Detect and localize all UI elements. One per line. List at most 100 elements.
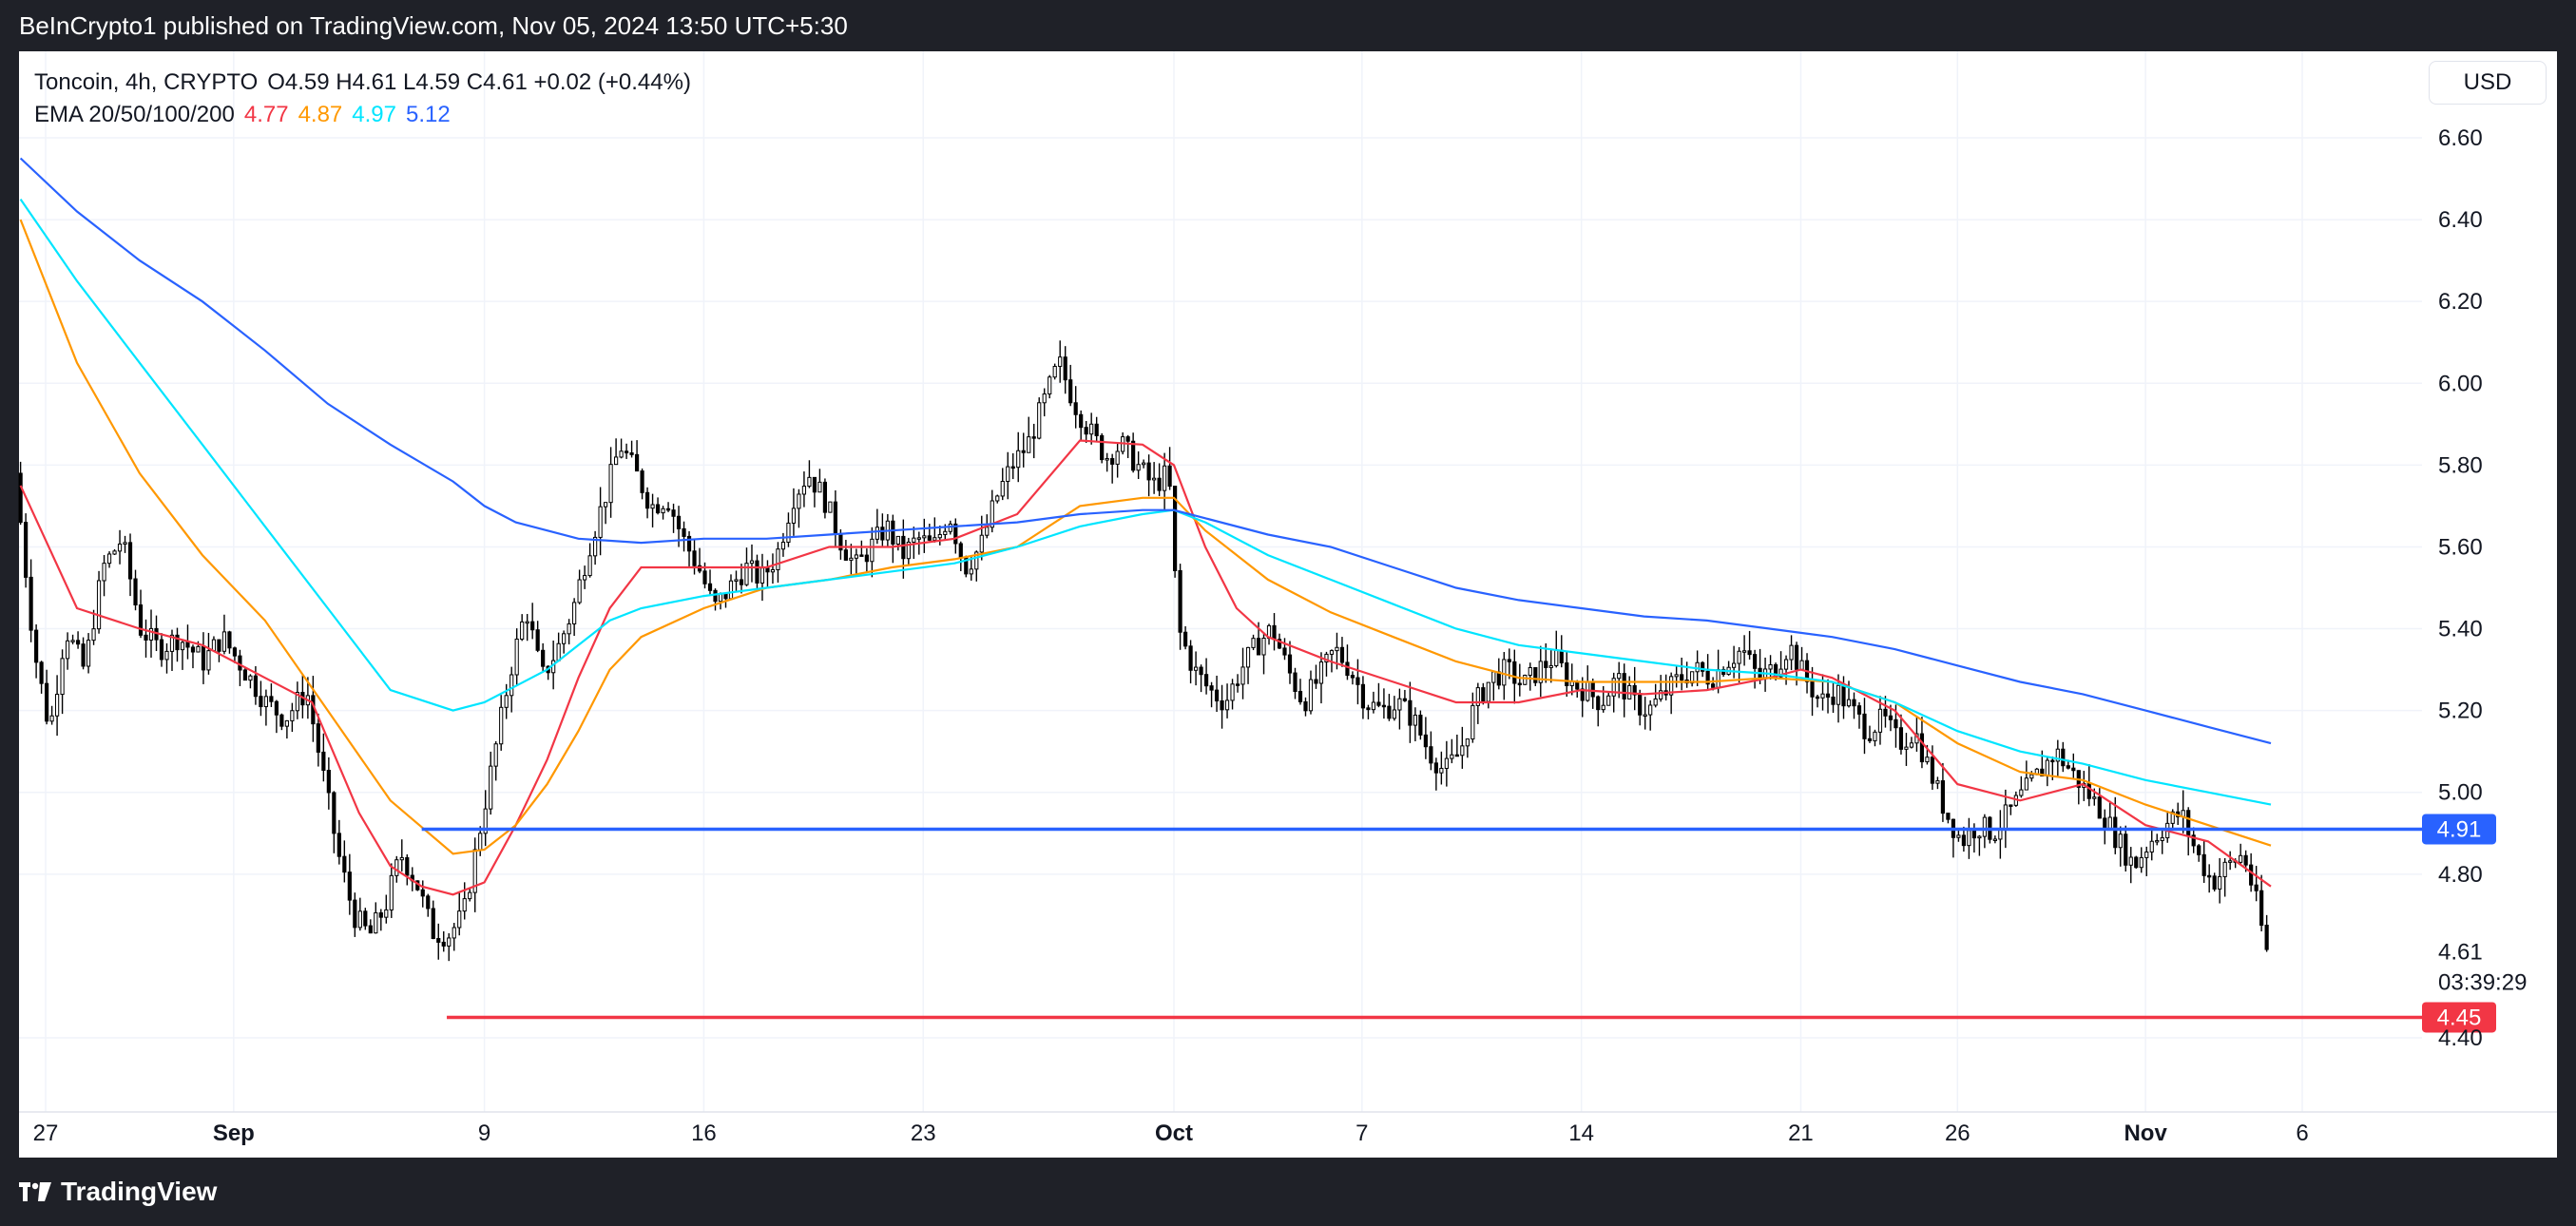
candle (279, 713, 284, 731)
candle (221, 614, 227, 655)
candle (1324, 651, 1329, 677)
candle (1224, 683, 1230, 718)
x-tick-label: 16 (691, 1121, 717, 1146)
candle (1935, 776, 1940, 790)
candle (937, 525, 942, 546)
candle (1783, 655, 1789, 685)
chart-panel[interactable] (19, 51, 2557, 1158)
candle (472, 837, 477, 912)
candle (1502, 652, 1507, 700)
candle (190, 644, 196, 669)
tradingview-logo[interactable]: TradingView (19, 1175, 217, 1209)
candle (833, 489, 837, 547)
candle (520, 614, 525, 642)
y-tick-label: 5.80 (2438, 452, 2483, 478)
candle (24, 513, 29, 588)
candle (2040, 750, 2045, 776)
candle (2207, 864, 2212, 893)
symbol-label: Toncoin, 4h, CRYPTO (34, 69, 259, 95)
candle (1397, 688, 1402, 730)
candle (1643, 697, 1647, 730)
ema-line-ema200 (19, 157, 2272, 745)
candle (201, 632, 206, 684)
candle (2086, 763, 2091, 807)
candle (2155, 833, 2160, 846)
bar-countdown-label: 03:39:29 (2438, 970, 2527, 996)
candle (1006, 451, 1010, 500)
candle (1565, 650, 1569, 698)
candle (1544, 642, 1548, 683)
candle (1507, 648, 1511, 680)
candle (39, 661, 44, 694)
candle (1465, 738, 1470, 758)
y-tick-label: 6.20 (2438, 289, 2483, 315)
level-badge-low: 4.45 (2422, 1002, 2496, 1033)
candle (749, 544, 755, 583)
candle (593, 530, 598, 565)
candles (18, 340, 2269, 962)
candle (1084, 421, 1088, 443)
brand-name: TradingView (61, 1177, 218, 1206)
time-axis: 27 Sep 9 16 23 Oct 7 14 21 26 Nov 6 (33, 1121, 2309, 1146)
candle (713, 588, 718, 611)
candle (1339, 637, 1345, 667)
candle (389, 863, 394, 918)
candle (374, 902, 378, 934)
candle (1596, 695, 1601, 727)
candle (953, 518, 958, 554)
candle (1606, 691, 1611, 706)
candle (2186, 807, 2191, 856)
candle (817, 469, 822, 493)
candle (159, 633, 164, 667)
candle (1027, 416, 1031, 453)
candle (995, 494, 1000, 504)
candle (697, 547, 702, 574)
y-tick-label: 4.80 (2438, 862, 2483, 888)
candle (843, 540, 848, 562)
candle (2139, 847, 2143, 873)
candle (34, 623, 39, 679)
candle (958, 541, 963, 571)
currency-button[interactable]: USD (2429, 61, 2547, 105)
x-tick-label: 21 (1788, 1121, 1814, 1146)
candle (686, 531, 692, 567)
candle (290, 702, 295, 733)
candle (1898, 714, 1904, 755)
x-tick-label: Oct (1155, 1121, 1193, 1146)
candle (1048, 374, 1052, 399)
candle (791, 488, 797, 536)
candle (332, 791, 336, 853)
candle (1663, 674, 1668, 700)
candle (106, 551, 112, 568)
candle (269, 683, 274, 707)
candle (1627, 676, 1632, 699)
candle (123, 535, 127, 553)
candle (1674, 666, 1679, 688)
candle (1387, 694, 1392, 721)
candle (1491, 671, 1496, 701)
candle (1366, 704, 1371, 719)
candle (2228, 851, 2233, 871)
candle (1089, 412, 1094, 445)
candle (378, 909, 383, 931)
candle (263, 689, 269, 726)
candle (1010, 452, 1015, 480)
candle (665, 502, 671, 512)
candle (1298, 679, 1303, 705)
candle (786, 512, 791, 547)
candle (1680, 657, 1684, 691)
candle (608, 447, 613, 518)
candle (1282, 638, 1287, 661)
candle (604, 502, 608, 525)
y-tick-label: 5.40 (2438, 617, 2483, 642)
price-axis: 6.60 6.40 6.20 6.00 5.80 5.60 5.40 5.20 5.00 4.80… (2438, 125, 2527, 1051)
candle (556, 632, 561, 662)
low-label: L (403, 69, 416, 95)
candle (44, 669, 49, 725)
candle (812, 476, 817, 508)
candle (1272, 613, 1277, 651)
candle (1178, 564, 1182, 650)
candle (1930, 745, 1935, 791)
candle (112, 548, 117, 556)
